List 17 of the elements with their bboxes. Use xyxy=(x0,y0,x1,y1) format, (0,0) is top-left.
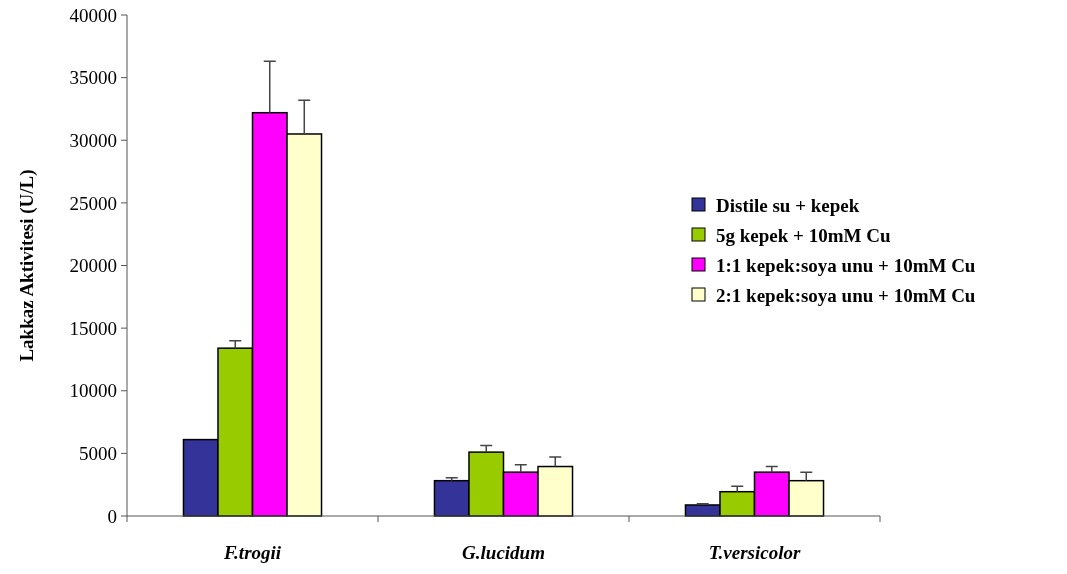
y-axis-title: Lakkaz Aktivitesi (U/L) xyxy=(15,169,38,362)
y-tick-label: 20000 xyxy=(69,255,117,277)
legend-label: 5g kepek + 10mM Cu xyxy=(716,224,891,246)
legend-label: 2:1 kepek:soya unu + 10mM Cu xyxy=(716,284,976,306)
x-tick-label: T.versicolor xyxy=(708,541,801,563)
y-tick-label: 30000 xyxy=(69,129,117,151)
legend-label: 1:1 kepek:soya unu + 10mM Cu xyxy=(716,254,976,276)
y-tick-label: 15000 xyxy=(69,317,117,339)
y-tick-label: 5000 xyxy=(79,443,117,465)
y-tick-label: 25000 xyxy=(69,192,117,214)
y-tick-label: 40000 xyxy=(69,4,117,26)
y-tick-label: 10000 xyxy=(69,380,117,402)
y-tick-label: 0 xyxy=(107,505,117,527)
x-tick-label: F.trogii xyxy=(222,541,282,563)
legend-label: Distile su + kepek xyxy=(716,194,860,216)
x-tick-label: G.lucidum xyxy=(462,541,545,563)
y-tick-label: 35000 xyxy=(69,67,117,89)
